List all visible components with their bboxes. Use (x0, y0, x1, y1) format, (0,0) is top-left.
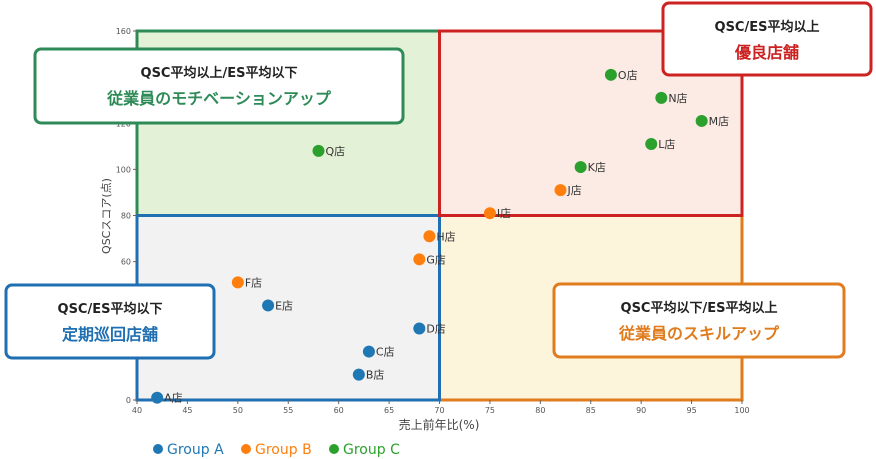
data-point (423, 230, 436, 243)
data-point (655, 91, 668, 104)
data-point (312, 144, 325, 157)
data-point-label: L店 (658, 137, 675, 151)
callout-box (661, 1, 873, 77)
y-tick-label: 160 (116, 27, 131, 36)
legend-item: Group C (329, 442, 400, 458)
data-point (554, 184, 567, 197)
x-tick-label: 45 (182, 406, 192, 415)
legend-item: Group A (153, 442, 224, 458)
legend-item: Group B (241, 442, 312, 458)
data-point (262, 299, 275, 312)
legend-label: Group C (343, 442, 400, 458)
data-point-label: I店 (497, 206, 511, 220)
data-points: A店 B店 C店 D店 E店 F店 G店 H店 I店 J店 K店 L店 M店 N店 O店 Q店 (151, 68, 729, 405)
x-tick-label: 50 (233, 406, 243, 415)
data-point (413, 322, 426, 335)
data-point-label: Q店 (326, 144, 346, 158)
callout-title: QSC平均以下/ES平均以上 (621, 300, 778, 316)
callout-title: QSC/ES平均以上 (715, 19, 820, 35)
callout-subtitle: 従業員のスキルアップ (618, 324, 780, 343)
y-tick-label: 80 (121, 212, 131, 221)
data-point-label: A店 (164, 391, 183, 405)
callout-box (552, 282, 846, 359)
x-tick-label: 100 (734, 406, 749, 415)
data-point (413, 253, 426, 266)
x-tick-label: 85 (586, 406, 596, 415)
data-point-label: N店 (668, 91, 687, 105)
data-point (362, 345, 375, 358)
x-tick-label: 95 (686, 406, 696, 415)
data-point (483, 207, 496, 220)
data-point-label: M店 (709, 114, 730, 128)
x-tick-label: 90 (636, 406, 646, 415)
x-tick-label: 65 (384, 406, 394, 415)
data-point (645, 138, 658, 151)
data-point-label: K店 (588, 160, 606, 174)
legend-label: Group B (255, 442, 312, 458)
legend: Group A Group B Group C (153, 442, 400, 458)
x-tick-label: 75 (485, 406, 495, 415)
data-point-label: F店 (245, 275, 262, 289)
data-point-label: B店 (366, 368, 385, 382)
data-point (151, 391, 164, 404)
data-point-label: H店 (436, 229, 455, 243)
callout-box (4, 283, 216, 360)
callout-subtitle: 優良店舗 (734, 43, 799, 62)
data-point (574, 161, 587, 174)
y-axis-label: QSCスコア(点) (100, 178, 113, 254)
data-point-label: J店 (567, 183, 582, 197)
y-tick-label: 0 (126, 396, 131, 405)
x-tick-label: 40 (132, 406, 142, 415)
x-tick-label: 55 (283, 406, 293, 415)
data-point (352, 368, 365, 381)
legend-label: Group A (167, 442, 224, 458)
y-tick-label: 100 (116, 165, 131, 174)
x-axis-label: 売上前年比(%) (399, 417, 480, 432)
data-point-label: C店 (376, 345, 395, 359)
x-tick-label: 60 (334, 406, 344, 415)
callout-title: QSC/ES平均以下 (58, 301, 163, 317)
legend-marker (153, 444, 163, 454)
data-point-label: D店 (426, 322, 445, 336)
callout-box (33, 47, 405, 125)
data-point (695, 114, 708, 127)
callout-title: QSC平均以上/ES平均以下 (141, 65, 298, 81)
data-point (231, 276, 244, 289)
x-tick-label: 70 (434, 406, 444, 415)
callout-subtitle: 定期巡回店舗 (61, 325, 158, 344)
y-tick-label: 60 (121, 258, 131, 267)
data-point (604, 68, 617, 81)
legend-marker (329, 444, 339, 454)
legend-marker (241, 444, 251, 454)
callout-subtitle: 従業員のモチベーションアップ (106, 89, 332, 108)
x-tick-label: 80 (535, 406, 545, 415)
data-point-label: O店 (618, 68, 638, 82)
data-point-label: G店 (426, 252, 446, 266)
data-point-label: E店 (275, 298, 293, 312)
